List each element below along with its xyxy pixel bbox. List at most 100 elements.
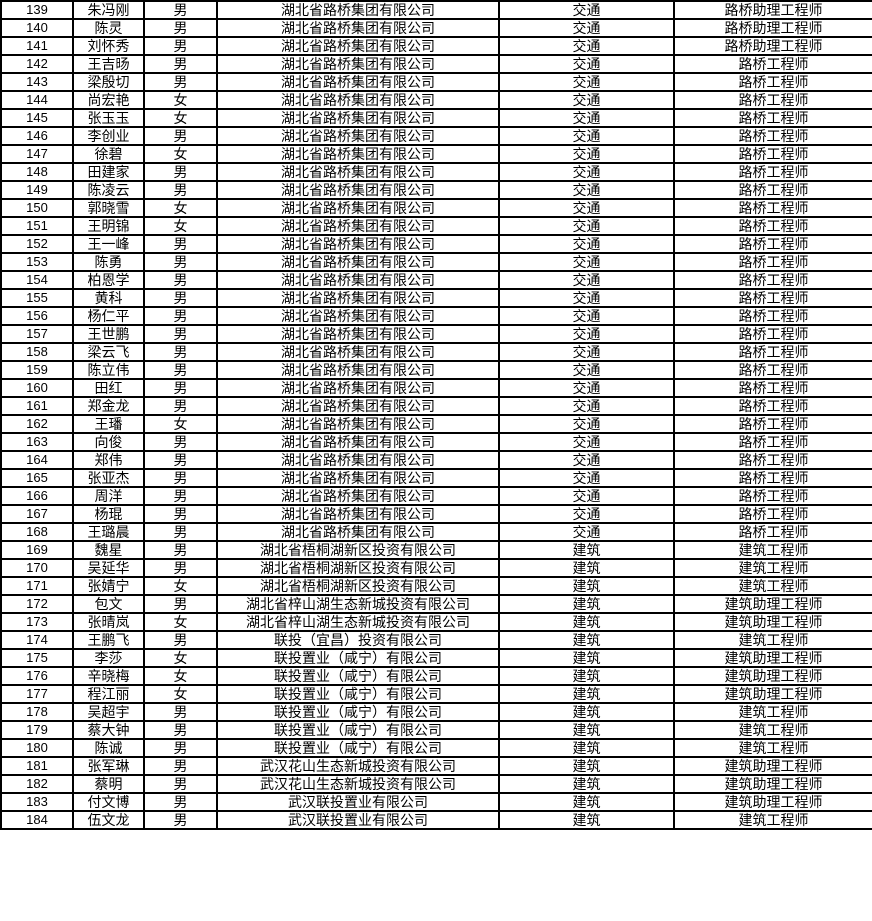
cell-title: 路桥工程师 xyxy=(673,468,872,488)
cell-category: 交通 xyxy=(498,504,675,524)
cell-title: 路桥工程师 xyxy=(673,90,872,110)
cell-name: 王世鹏 xyxy=(72,324,145,344)
table-row: 158 梁云飞男湖北省路桥集团有限公司 交通 路桥工程师 xyxy=(0,342,872,362)
cell-gender: 男 xyxy=(143,522,218,542)
cell-gender: 男 xyxy=(143,72,218,92)
cell-title: 建筑工程师 xyxy=(673,540,872,560)
cell-gender: 男 xyxy=(143,18,218,38)
cell-company: 湖北省路桥集团有限公司 xyxy=(216,216,500,236)
cell-number: 173 xyxy=(0,612,74,632)
cell-category: 建筑 xyxy=(498,810,675,830)
cell-number: 183 xyxy=(0,792,74,812)
cell-gender: 男 xyxy=(143,0,218,20)
cell-category: 交通 xyxy=(498,432,675,452)
cell-name: 杨仁平 xyxy=(72,306,145,326)
cell-gender: 男 xyxy=(143,378,218,398)
cell-name: 陈诚 xyxy=(72,738,145,758)
cell-name: 王一峰 xyxy=(72,234,145,254)
cell-name: 杨琨 xyxy=(72,504,145,524)
cell-name: 辛晓梅 xyxy=(72,666,145,686)
cell-number: 177 xyxy=(0,684,74,704)
cell-number: 150 xyxy=(0,198,74,218)
table-row: 161 郑金龙男湖北省路桥集团有限公司 交通 路桥工程师 xyxy=(0,396,872,416)
cell-company: 湖北省路桥集团有限公司 xyxy=(216,522,500,542)
cell-company: 湖北省梧桐湖新区投资有限公司 xyxy=(216,540,500,560)
cell-number: 184 xyxy=(0,810,74,830)
table-row: 181 张军琳男武汉花山生态新城投资有限公司 建筑 建筑助理工程师 xyxy=(0,756,872,776)
cell-title: 路桥工程师 xyxy=(673,126,872,146)
cell-name: 蔡大钟 xyxy=(72,720,145,740)
cell-title: 建筑工程师 xyxy=(673,558,872,578)
cell-company: 湖北省路桥集团有限公司 xyxy=(216,234,500,254)
cell-name: 陈立伟 xyxy=(72,360,145,380)
cell-name: 郭晓雪 xyxy=(72,198,145,218)
cell-title: 路桥工程师 xyxy=(673,306,872,326)
cell-gender: 男 xyxy=(143,180,218,200)
cell-gender: 男 xyxy=(143,792,218,812)
cell-title: 建筑助理工程师 xyxy=(673,792,872,812)
cell-name: 梁殷切 xyxy=(72,72,145,92)
cell-category: 建筑 xyxy=(498,630,675,650)
cell-company: 湖北省路桥集团有限公司 xyxy=(216,18,500,38)
cell-gender: 男 xyxy=(143,324,218,344)
cell-gender: 男 xyxy=(143,702,218,722)
cell-title: 路桥工程师 xyxy=(673,234,872,254)
cell-gender: 男 xyxy=(143,738,218,758)
cell-category: 建筑 xyxy=(498,756,675,776)
table-row: 184 伍文龙男武汉联投置业有限公司 建筑 建筑工程师 xyxy=(0,810,872,830)
cell-title: 路桥工程师 xyxy=(673,396,872,416)
cell-gender: 男 xyxy=(143,252,218,272)
cell-company: 联投置业（咸宁）有限公司 xyxy=(216,648,500,668)
cell-number: 163 xyxy=(0,432,74,452)
cell-gender: 男 xyxy=(143,306,218,326)
cell-company: 湖北省路桥集团有限公司 xyxy=(216,396,500,416)
cell-title: 路桥工程师 xyxy=(673,216,872,236)
cell-gender: 男 xyxy=(143,630,218,650)
cell-category: 交通 xyxy=(498,342,675,362)
cell-number: 156 xyxy=(0,306,74,326)
cell-company: 湖北省路桥集团有限公司 xyxy=(216,432,500,452)
cell-name: 刘怀秀 xyxy=(72,36,145,56)
cell-company: 湖北省路桥集团有限公司 xyxy=(216,270,500,290)
cell-company: 湖北省路桥集团有限公司 xyxy=(216,486,500,506)
cell-title: 路桥工程师 xyxy=(673,342,872,362)
cell-gender: 男 xyxy=(143,558,218,578)
table-row: 162 王璠女湖北省路桥集团有限公司 交通 路桥工程师 xyxy=(0,414,872,434)
cell-number: 160 xyxy=(0,378,74,398)
cell-title: 建筑助理工程师 xyxy=(673,594,872,614)
cell-company: 武汉联投置业有限公司 xyxy=(216,810,500,830)
cell-company: 湖北省路桥集团有限公司 xyxy=(216,288,500,308)
cell-gender: 男 xyxy=(143,432,218,452)
cell-name: 魏星 xyxy=(72,540,145,560)
cell-number: 157 xyxy=(0,324,74,344)
cell-company: 湖北省路桥集团有限公司 xyxy=(216,72,500,92)
table-row: 143 梁殷切男湖北省路桥集团有限公司 交通 路桥工程师 xyxy=(0,72,872,92)
cell-category: 建筑 xyxy=(498,720,675,740)
cell-title: 路桥助理工程师 xyxy=(673,0,872,20)
cell-name: 吴延华 xyxy=(72,558,145,578)
cell-company: 湖北省路桥集团有限公司 xyxy=(216,90,500,110)
cell-name: 张晴岚 xyxy=(72,612,145,632)
table-row: 171 张婧宁女湖北省梧桐湖新区投资有限公司 建筑 建筑工程师 xyxy=(0,576,872,596)
cell-category: 交通 xyxy=(498,90,675,110)
cell-title: 路桥工程师 xyxy=(673,108,872,128)
cell-gender: 男 xyxy=(143,756,218,776)
cell-title: 路桥工程师 xyxy=(673,360,872,380)
cell-name: 向俊 xyxy=(72,432,145,452)
cell-number: 164 xyxy=(0,450,74,470)
table-row: 175 李莎女联投置业（咸宁）有限公司 建筑 建筑助理工程师 xyxy=(0,648,872,668)
cell-category: 交通 xyxy=(498,270,675,290)
cell-category: 建筑 xyxy=(498,666,675,686)
cell-gender: 女 xyxy=(143,216,218,236)
cell-name: 周洋 xyxy=(72,486,145,506)
table-row: 156 杨仁平男湖北省路桥集团有限公司 交通 路桥工程师 xyxy=(0,306,872,326)
cell-company: 联投置业（咸宁）有限公司 xyxy=(216,702,500,722)
cell-number: 158 xyxy=(0,342,74,362)
cell-number: 170 xyxy=(0,558,74,578)
cell-category: 交通 xyxy=(498,486,675,506)
cell-number: 151 xyxy=(0,216,74,236)
cell-category: 交通 xyxy=(498,324,675,344)
cell-category: 建筑 xyxy=(498,594,675,614)
cell-company: 武汉联投置业有限公司 xyxy=(216,792,500,812)
cell-title: 路桥工程师 xyxy=(673,198,872,218)
